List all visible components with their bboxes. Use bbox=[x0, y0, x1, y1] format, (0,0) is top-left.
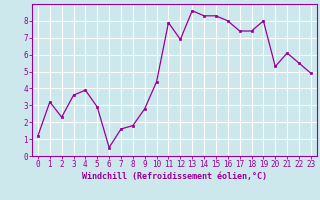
X-axis label: Windchill (Refroidissement éolien,°C): Windchill (Refroidissement éolien,°C) bbox=[82, 172, 267, 181]
